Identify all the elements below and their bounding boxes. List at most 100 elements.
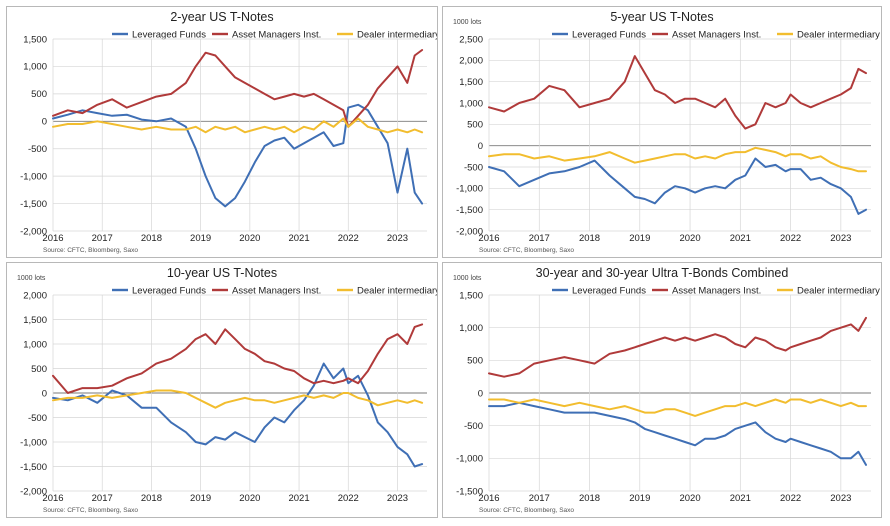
legend-label-leveraged-funds: Leveraged Funds xyxy=(572,286,646,297)
unit-label: 1000 lots xyxy=(453,275,482,282)
legend-label-leveraged-funds: Leveraged Funds xyxy=(132,30,206,41)
unit-label: 1000 lots xyxy=(17,275,46,282)
series-line-dealer-intermediary xyxy=(52,389,424,409)
legend-label-dealer-intermediary: Dealer intermediary xyxy=(797,286,880,297)
y-tick-label: 0 xyxy=(42,388,47,399)
y-tick-label: -500 xyxy=(28,144,47,155)
x-tick-label: 2020 xyxy=(239,493,260,504)
y-tick-label: 2,000 xyxy=(23,290,47,301)
x-tick-label: 2016 xyxy=(42,493,63,504)
y-tick-label: 500 xyxy=(467,120,483,131)
y-tick-label: 1,000 xyxy=(459,98,483,109)
y-tick-label: -1,500 xyxy=(20,462,47,473)
y-tick-label: 0 xyxy=(42,117,47,128)
legend-label-asset-managers: Asset Managers Inst. xyxy=(672,30,761,41)
series-line-leveraged-funds xyxy=(52,362,424,468)
x-tick-label: 2018 xyxy=(141,233,162,244)
legend-label-dealer-intermediary: Dealer intermediary xyxy=(357,286,437,297)
source-note: Source: CFTC, Bloomberg, Saxo xyxy=(479,247,574,254)
y-tick-label: -1,500 xyxy=(456,486,483,497)
y-tick-label: 0 xyxy=(478,141,483,152)
series-line-asset-managers xyxy=(52,323,424,394)
x-tick-label: 2021 xyxy=(288,233,309,244)
y-tick-label: 500 xyxy=(467,356,483,367)
y-tick-label: 1,500 xyxy=(459,290,483,301)
x-tick-label: 2016 xyxy=(478,493,499,504)
y-tick-label: -500 xyxy=(28,413,47,424)
legend-label-leveraged-funds: Leveraged Funds xyxy=(572,30,646,41)
chart-panel-30y: 30-year and 30-year Ultra T-Bonds Combin… xyxy=(442,262,882,518)
legend-label-leveraged-funds: Leveraged Funds xyxy=(132,286,206,297)
chart-title: 30-year and 30-year Ultra T-Bonds Combin… xyxy=(536,266,789,280)
x-tick-label: 2019 xyxy=(629,233,650,244)
x-tick-label: 2021 xyxy=(730,233,751,244)
x-tick-label: 2022 xyxy=(338,493,359,504)
series-line-dealer-intermediary xyxy=(52,117,424,134)
x-tick-label: 2023 xyxy=(830,233,851,244)
y-tick-label: 1,500 xyxy=(459,77,483,88)
y-tick-label: 1,500 xyxy=(23,315,47,326)
y-tick-label: 1,500 xyxy=(23,34,47,45)
x-tick-label: 2021 xyxy=(730,493,751,504)
chart-title: 10-year US T-Notes xyxy=(167,266,277,280)
y-tick-label: -1,000 xyxy=(456,184,483,195)
x-tick-label: 2018 xyxy=(579,493,600,504)
legend-label-asset-managers: Asset Managers Inst. xyxy=(232,30,321,41)
series-line-asset-managers xyxy=(488,316,867,378)
y-tick-label: -2,000 xyxy=(20,486,47,497)
x-tick-label: 2020 xyxy=(679,493,700,504)
y-tick-label: -2,000 xyxy=(20,226,47,237)
legend-label-dealer-intermediary: Dealer intermediary xyxy=(357,30,437,41)
chart-title: 2-year US T-Notes xyxy=(170,10,273,24)
legend-label-dealer-intermediary: Dealer intermediary xyxy=(797,30,880,41)
y-tick-label: -1,000 xyxy=(20,171,47,182)
y-tick-label: -1,500 xyxy=(456,205,483,216)
x-tick-label: 2018 xyxy=(141,493,162,504)
y-tick-label: -500 xyxy=(464,421,483,432)
source-note: Source: CFTC, Bloomberg, Saxo xyxy=(43,247,138,254)
unit-label: 1000 lots xyxy=(453,19,482,26)
x-tick-label: 2023 xyxy=(387,493,408,504)
x-tick-label: 2020 xyxy=(679,233,700,244)
series-line-leveraged-funds xyxy=(488,157,867,215)
x-tick-label: 2022 xyxy=(338,233,359,244)
chart-title: 5-year US T-Notes xyxy=(610,10,713,24)
series-line-leveraged-funds xyxy=(488,401,867,466)
chart-panel-2y: 2-year US T-Notes Leveraged Funds Asset Ma… xyxy=(6,6,438,258)
y-tick-label: 1,000 xyxy=(23,339,47,350)
x-tick-label: 2019 xyxy=(190,233,211,244)
chart-panel-5y: 5-year US T-Notes 1000 lots Leveraged Fund… xyxy=(442,6,882,258)
y-tick-label: -1,000 xyxy=(20,437,47,448)
chart-svg: 2-year US T-Notes Leveraged Funds Asset Ma… xyxy=(20,10,437,254)
y-tick-label: -500 xyxy=(464,162,483,173)
series-line-dealer-intermediary xyxy=(488,146,867,173)
series-line-asset-managers xyxy=(488,55,867,130)
y-tick-label: 500 xyxy=(31,89,47,100)
legend-label-asset-managers: Asset Managers Inst. xyxy=(232,286,321,297)
x-tick-label: 2022 xyxy=(780,493,801,504)
x-tick-label: 2019 xyxy=(629,493,650,504)
x-tick-label: 2017 xyxy=(529,233,550,244)
x-tick-label: 2016 xyxy=(478,233,499,244)
x-tick-label: 2017 xyxy=(529,493,550,504)
y-tick-label: -1,000 xyxy=(456,454,483,465)
x-tick-label: 2021 xyxy=(288,493,309,504)
y-tick-label: 2,500 xyxy=(459,34,483,45)
series-line-leveraged-funds xyxy=(52,103,424,208)
chart-svg: 10-year US T-Notes 1000 lots Leveraged Fun… xyxy=(17,266,437,514)
x-tick-label: 2018 xyxy=(579,233,600,244)
x-tick-label: 2023 xyxy=(387,233,408,244)
x-tick-label: 2017 xyxy=(92,493,113,504)
y-tick-label: 1,000 xyxy=(23,62,47,73)
series-line-dealer-intermediary xyxy=(488,398,867,417)
series-line-asset-managers xyxy=(52,49,424,128)
y-tick-label: 1,000 xyxy=(459,323,483,334)
y-tick-label: -1,500 xyxy=(20,199,47,210)
chart-svg: 30-year and 30-year Ultra T-Bonds Combin… xyxy=(453,266,880,514)
source-note: Source: CFTC, Bloomberg, Saxo xyxy=(43,507,138,514)
chart-svg: 5-year US T-Notes 1000 lots Leveraged Fund… xyxy=(453,10,880,254)
legend-label-asset-managers: Asset Managers Inst. xyxy=(672,286,761,297)
x-tick-label: 2023 xyxy=(830,493,851,504)
x-tick-label: 2020 xyxy=(239,233,260,244)
x-tick-label: 2022 xyxy=(780,233,801,244)
